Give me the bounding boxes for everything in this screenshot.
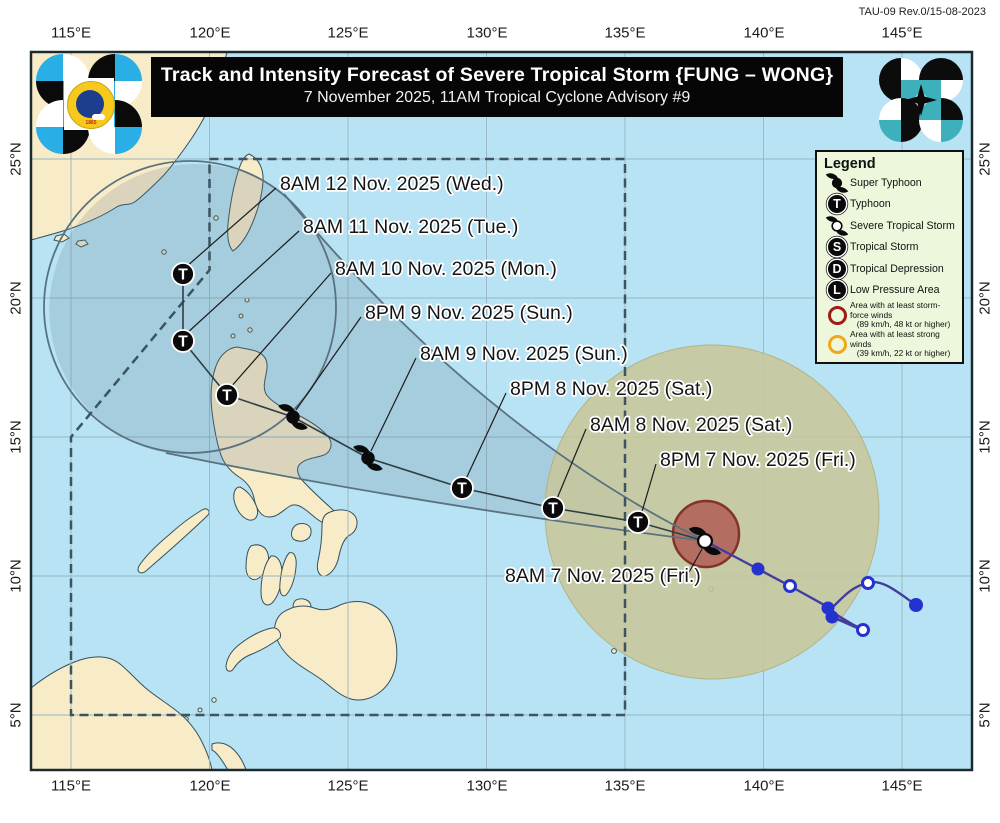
logo-petal [919,98,963,142]
lon-label-bottom: 135°E [604,777,646,795]
island-pratas [161,249,167,255]
low-pressure-area-icon: L [828,281,846,300]
pagasa-seal: 1865 [67,81,115,129]
legend-item-tropical-storm: S Tropical Storm [824,237,957,259]
island-palau [611,648,617,654]
land-zamboanga [225,627,281,672]
typhoon-symbol [171,262,195,286]
typhoon-symbol [171,329,195,353]
map-subtitle: 7 November 2025, 11AM Tropical Cyclone A… [303,89,691,106]
lon-label-bottom: 145°E [881,777,923,795]
track-date-labels: 8AM 12 Nov. 2025 (Wed.) 8AM 11 Nov. 2025… [278,171,857,589]
agency-logo [879,58,963,142]
lon-label-bottom: 125°E [327,777,369,795]
land-taiwan [227,153,264,252]
land-mindoro [233,486,259,521]
legend-item-strong-wind-area: Area with at least strong winds (39 km/h… [824,329,957,359]
map-title: Track and Intensity Forecast of Severe T… [160,64,834,86]
track-label: 8AM 9 Nov. 2025 (Sun.) [420,343,628,365]
legend-item-low-pressure-area: L Low Pressure Area [824,280,957,302]
par-boundary [69,157,627,717]
lon-label-bottom: 120°E [189,777,231,795]
typhoon-symbol [626,510,650,534]
strong-wind-area-icon [827,335,847,354]
land-masbate [290,523,312,542]
typhoon-symbol [450,476,474,500]
past-track [704,539,923,637]
land-borneo [30,656,213,771]
track-label: 8PM 7 Nov. 2025 (Fri.) [660,449,856,471]
legend-item-typhoon: T Typhoon [824,194,957,216]
legend-title: Legend [824,156,876,172]
pagasa-logo: 1865 [36,54,142,154]
label-leader-lines [185,187,703,575]
land-panay [245,544,269,581]
legend-item-tropical-depression: D Tropical Depression [824,258,957,280]
island-penghu [213,215,219,221]
typhoon-symbol [541,496,565,520]
lon-label-bottom: 130°E [466,777,508,795]
legend-item-severe-tropical-storm: Severe Tropical Storm [824,215,957,237]
lon-label-top: 120°E [189,24,231,42]
document-reference: TAU-09 Rev.0/15-08-2023 [858,6,986,18]
logo-petal [879,58,923,102]
lon-label-bottom: 115°E [51,777,91,795]
tropical-depression-icon: D [828,259,846,278]
forecast-cone-terminal-circle [43,160,337,454]
lon-label-top: 145°E [881,24,923,42]
land-cebu [279,552,297,597]
land-mindanao [274,601,398,701]
track-label: 8PM 8 Nov. 2025 (Sat.) [510,378,712,400]
logo-petal [919,58,963,102]
seal-year: 1865 [85,120,97,126]
land-samar-leyte [316,509,358,577]
land-borneo-east-spur [211,742,247,771]
logo-petal [879,98,923,142]
islands-batanes-babuyan [230,297,253,339]
lon-label-top: 140°E [743,24,785,42]
tropical-storm-icon: S [828,238,846,257]
past-track-points [751,562,923,637]
seal-cloud-icon [92,114,105,120]
seal-globe [76,90,105,120]
typhoon-icon: T [828,195,846,214]
lon-label-bottom: 140°E [743,777,785,795]
track-label: 8AM 10 Nov. 2025 (Mon.) [335,258,557,280]
land-palawan [137,508,210,574]
track-label: 8AM 12 Nov. 2025 (Wed.) [280,173,504,195]
track-label: 8AM 8 Nov. 2025 (Sat.) [590,414,792,436]
lon-label-top: 130°E [466,24,508,42]
severe-tropical-storm-icon [824,215,850,237]
title-bar: Track and Intensity Forecast of Severe T… [151,57,843,117]
map-border [29,50,974,772]
legend: Legend Super Typhoon T Typhoon Severe Tr… [815,150,964,364]
track-label: 8AM 11 Nov. 2025 (Tue.) [303,216,518,238]
legend-item-super-typhoon: Super Typhoon [824,172,957,194]
super-typhoon-icon [824,172,850,194]
forecast-cone [49,163,705,541]
track-label: 8AM 7 Nov. 2025 (Fri.) [505,565,701,587]
typhoon-symbol [215,383,239,407]
track-label: 8PM 9 Nov. 2025 (Sun.) [365,302,573,324]
lon-label-top: 135°E [604,24,646,42]
land-negros [260,555,283,606]
legend-item-storm-force-area: Area with at least storm-force winds (89… [824,300,957,330]
storm-force-area-icon [827,306,847,325]
lon-label-top: 115°E [51,24,91,42]
lon-label-top: 125°E [327,24,369,42]
